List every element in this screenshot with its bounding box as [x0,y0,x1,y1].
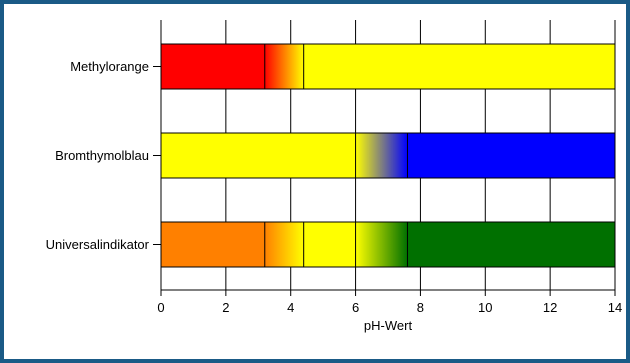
x-tick-label: 4 [287,300,294,315]
y-tick-label: Methylorange [70,59,149,74]
bar-segment [161,133,356,178]
bar-segment [355,222,408,267]
x-tick-label: 0 [157,300,164,315]
x-axis-label: pH-Wert [364,318,413,333]
x-axis: 0 2 4 6 8 10 12 14 [157,289,622,315]
x-tick-label: 6 [352,300,359,315]
bar-segment [161,222,265,267]
x-tick-label: 10 [478,300,492,315]
x-tick-label: 14 [608,300,622,315]
bar-segment [161,44,265,89]
indicator-bar: Methylorange [70,43,616,90]
y-tick-label: Bromthymolblau [55,148,149,163]
bar-segment [264,222,304,267]
indicator-bar: Bromthymolblau [55,132,616,179]
x-tick-label: 12 [543,300,557,315]
bars: Methylorange Bromthymolblau Universalindik… [46,43,616,268]
bar-segment [407,133,615,178]
bar-segment [303,222,356,267]
y-tick-label: Universalindikator [46,237,150,252]
bar-segment [355,133,408,178]
indicator-bar: Universalindikator [46,221,616,268]
x-tick-label: 2 [222,300,229,315]
bar-segment [264,44,304,89]
x-tick-label: 8 [417,300,424,315]
bar-segment [407,222,615,267]
bar-segment [303,44,615,89]
